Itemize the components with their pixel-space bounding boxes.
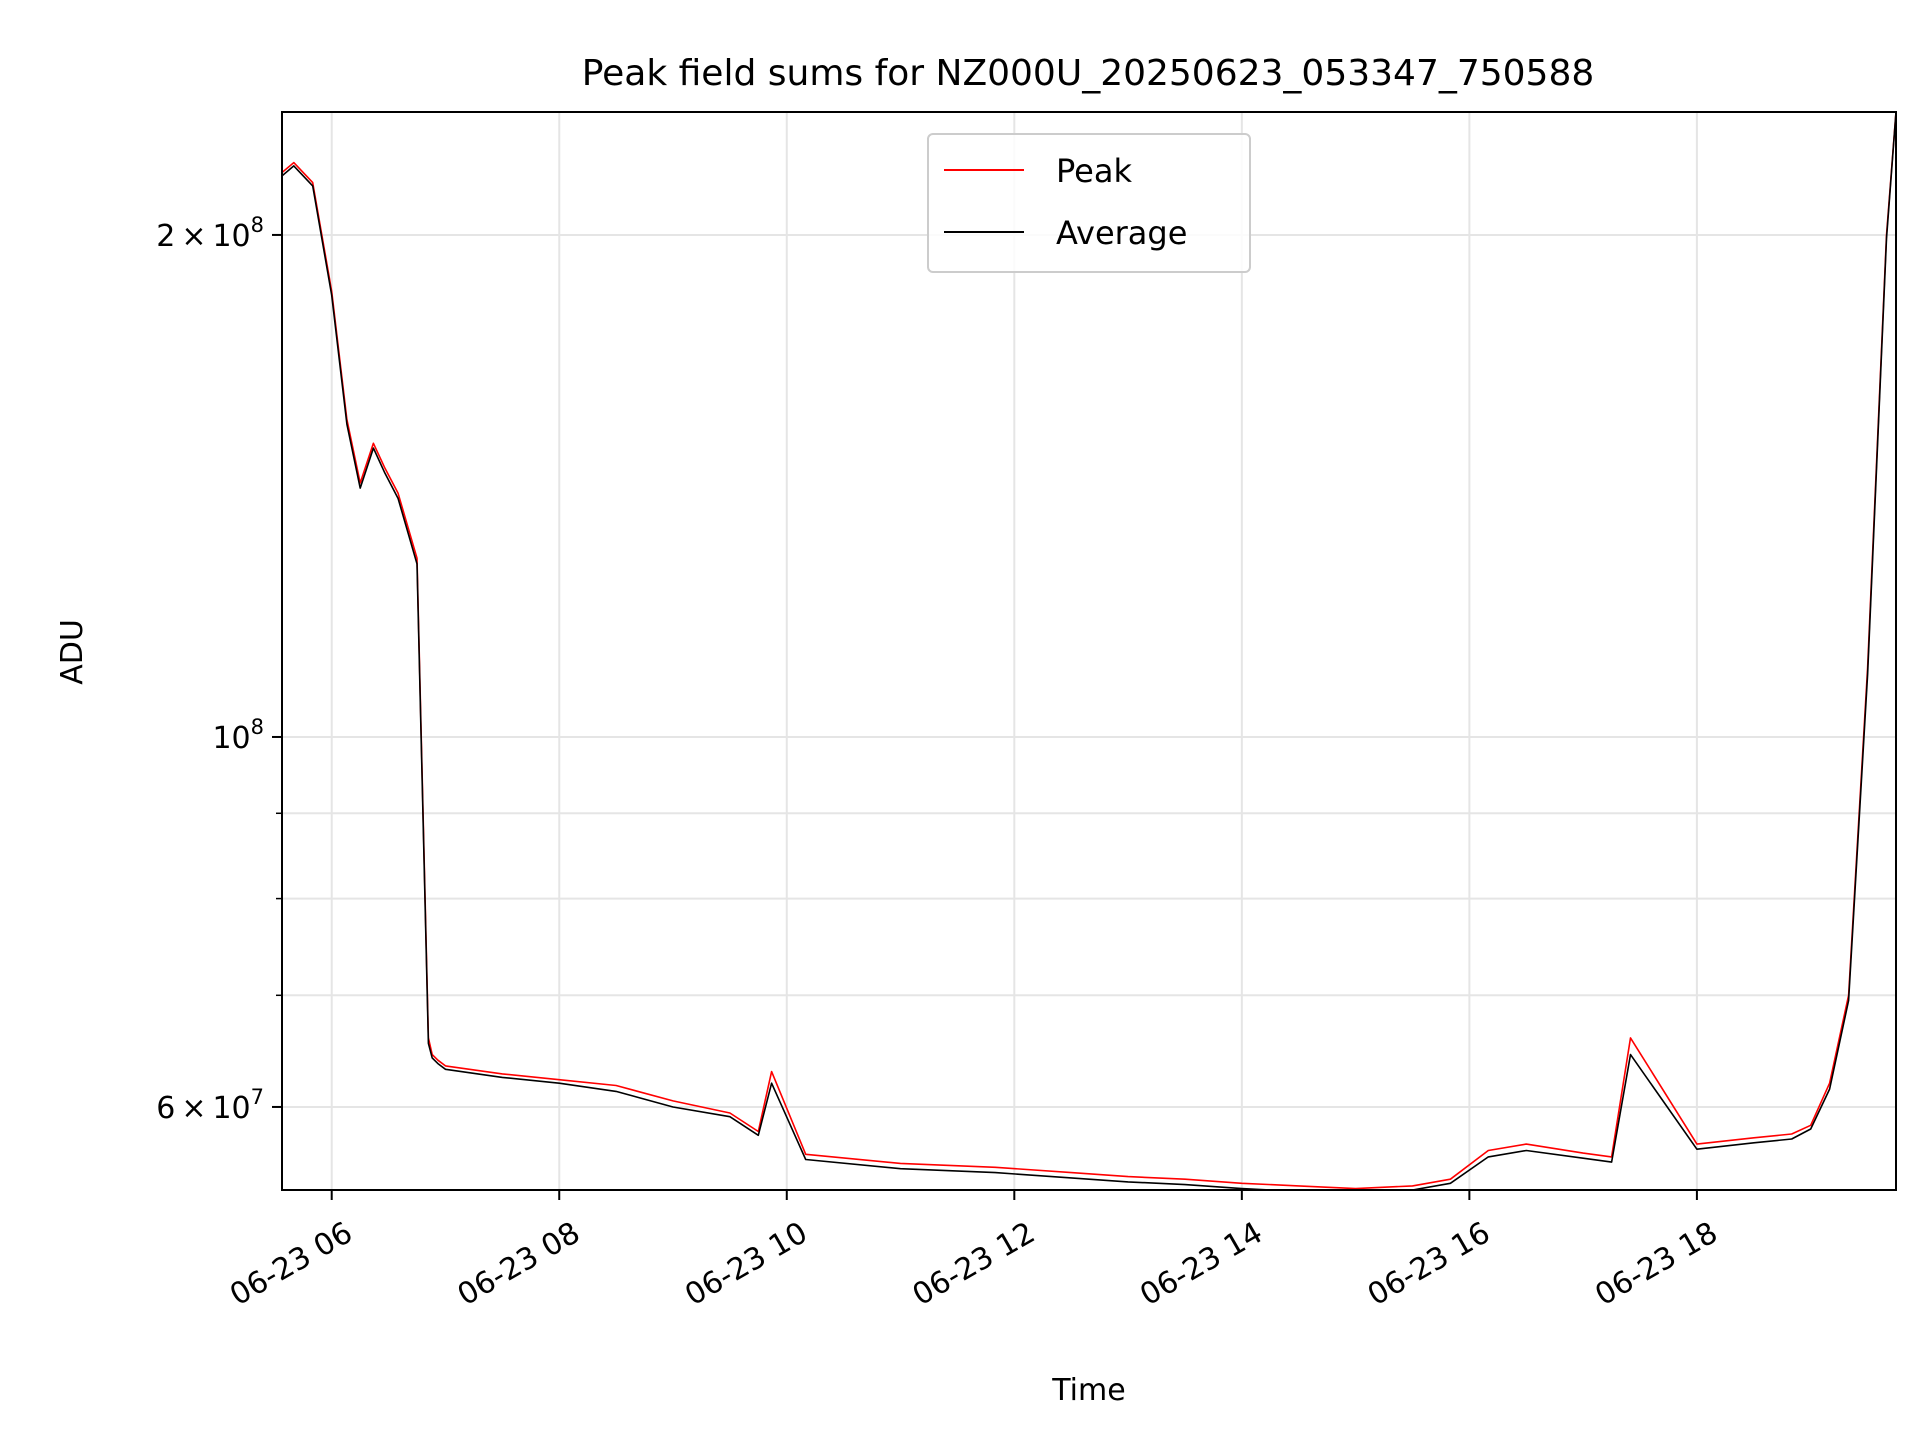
y-tick-label: 108	[212, 715, 264, 756]
x-axis-label: Time	[1051, 1373, 1125, 1408]
legend-box	[927, 133, 1251, 273]
y-tick-label: 2 × 108	[156, 213, 264, 254]
y-tick-label: 6 × 107	[156, 1085, 264, 1126]
series-line-peak	[282, 112, 1896, 1190]
legend-label-average: Average	[1056, 214, 1187, 252]
y-axis-label: ADU	[55, 619, 90, 685]
legend: Peak Average	[927, 133, 1251, 273]
chart-title: Peak field sums for NZ000U_20250623_0533…	[582, 53, 1595, 94]
y-axis: 6 × 107 108 2 × 108	[156, 213, 282, 1126]
series-lines	[282, 112, 1896, 1190]
plot-frame	[281, 111, 1897, 1191]
legend-label-peak: Peak	[1056, 152, 1132, 190]
series-line-average	[282, 112, 1896, 1190]
